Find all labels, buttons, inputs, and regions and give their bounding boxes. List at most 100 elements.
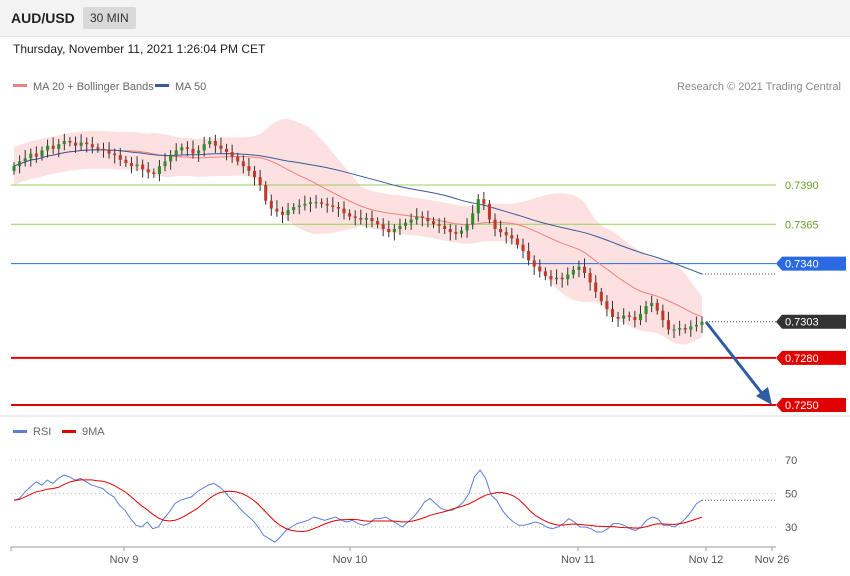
moving-averages [13, 149, 703, 318]
rsi-axis-label: 50 [785, 489, 797, 501]
candle-body [616, 317, 620, 319]
candle-body [404, 222, 408, 226]
candle-body [141, 164, 145, 170]
rsi-legend-label: RSI [33, 426, 51, 438]
x-tick-label: Nov 11 [561, 554, 595, 566]
candle-body [107, 150, 111, 154]
candle-body [286, 210, 290, 215]
candle-body [146, 169, 150, 173]
candle-body [174, 150, 178, 156]
candle-body [124, 159, 128, 163]
candle-body [437, 224, 441, 226]
candle-body [476, 199, 480, 214]
candle-body [275, 208, 279, 212]
candle-body [471, 213, 475, 225]
candle-body [12, 166, 16, 171]
candle-body [225, 148, 229, 152]
candle-body [655, 302, 659, 311]
x-tick-label: Nov 9 [110, 554, 139, 566]
candle-body [185, 147, 189, 149]
candle-body [543, 271, 547, 277]
candle-body [555, 277, 559, 280]
candle-body [582, 266, 587, 273]
candle-body [236, 156, 240, 162]
candle-body [426, 218, 430, 222]
candle-body [57, 144, 61, 149]
candle-body [510, 235, 514, 239]
candle-body [230, 152, 234, 157]
candle-body [678, 328, 682, 330]
candle-body [314, 202, 318, 204]
candle-body [420, 216, 424, 218]
candle-body [169, 155, 173, 162]
ma9-legend-label: 9MA [82, 426, 105, 438]
x-tick-label: Nov 10 [333, 554, 368, 566]
candle-body [101, 148, 106, 151]
x-tick-label: Nov 12 [689, 554, 724, 566]
candle-body [499, 229, 503, 233]
candle-body [308, 202, 312, 204]
candle-body [549, 276, 553, 280]
pair-title: AUD/USD [11, 10, 75, 26]
candle-body [40, 150, 44, 157]
candle-body [303, 203, 307, 206]
candle-body [594, 282, 598, 292]
level-tag-5 [776, 398, 846, 412]
candle-body [252, 170, 257, 178]
candle-body [219, 145, 223, 149]
candle-body [482, 199, 486, 204]
candle-body [23, 158, 27, 162]
candle-body [376, 221, 380, 225]
candle-body [297, 205, 301, 207]
candle-body [336, 207, 340, 209]
level-label-2: 0.7340 [785, 259, 819, 271]
candle-body [342, 208, 346, 214]
candle-body [448, 229, 452, 233]
candlesticks [12, 133, 704, 338]
candle-body [504, 232, 508, 236]
candle-body [180, 147, 184, 151]
bollinger-bands [14, 119, 702, 345]
candle-body [610, 309, 615, 317]
candle-body [202, 144, 206, 151]
candle-body [96, 147, 100, 149]
candle-body [118, 155, 122, 160]
candle-body [588, 273, 592, 283]
candle-body [62, 141, 66, 145]
candle-body [622, 315, 626, 319]
ma9-legend-swatch [62, 430, 76, 433]
candle-body [599, 291, 603, 302]
rsi-axis-label: 30 [785, 522, 797, 534]
candle-body [353, 216, 357, 218]
candle-body [415, 216, 419, 220]
candle-body [292, 207, 296, 211]
timeframe-badge[interactable]: 30 MIN [83, 7, 136, 29]
x-tick-label: Nov 26 [755, 554, 790, 566]
ma50-line [13, 149, 703, 275]
candle-body [431, 221, 436, 225]
candle-body [387, 229, 391, 233]
candle-body [521, 244, 525, 251]
rsi-legend-swatch [13, 430, 27, 433]
candle-body [129, 163, 134, 167]
candle-body [392, 229, 396, 233]
candle-body [359, 218, 363, 220]
candle-body [672, 329, 676, 331]
credit-label: Research © 2021 Trading Central [677, 81, 841, 93]
candle-body [638, 313, 643, 321]
candle-body [46, 145, 50, 151]
candle-body [465, 224, 469, 231]
level-label-5: 0.7250 [785, 400, 819, 412]
level-label-1: 0.7365 [785, 219, 819, 231]
candle-body [208, 141, 212, 145]
candle-body [18, 161, 22, 167]
projection-arrow [704, 321, 772, 405]
candle-body [644, 306, 648, 314]
bollinger-band-area [14, 119, 702, 345]
candle-body [34, 153, 38, 157]
candle-body [51, 145, 55, 149]
candle-body [605, 301, 609, 310]
candle-body [213, 141, 217, 146]
ma20-line [13, 149, 703, 318]
